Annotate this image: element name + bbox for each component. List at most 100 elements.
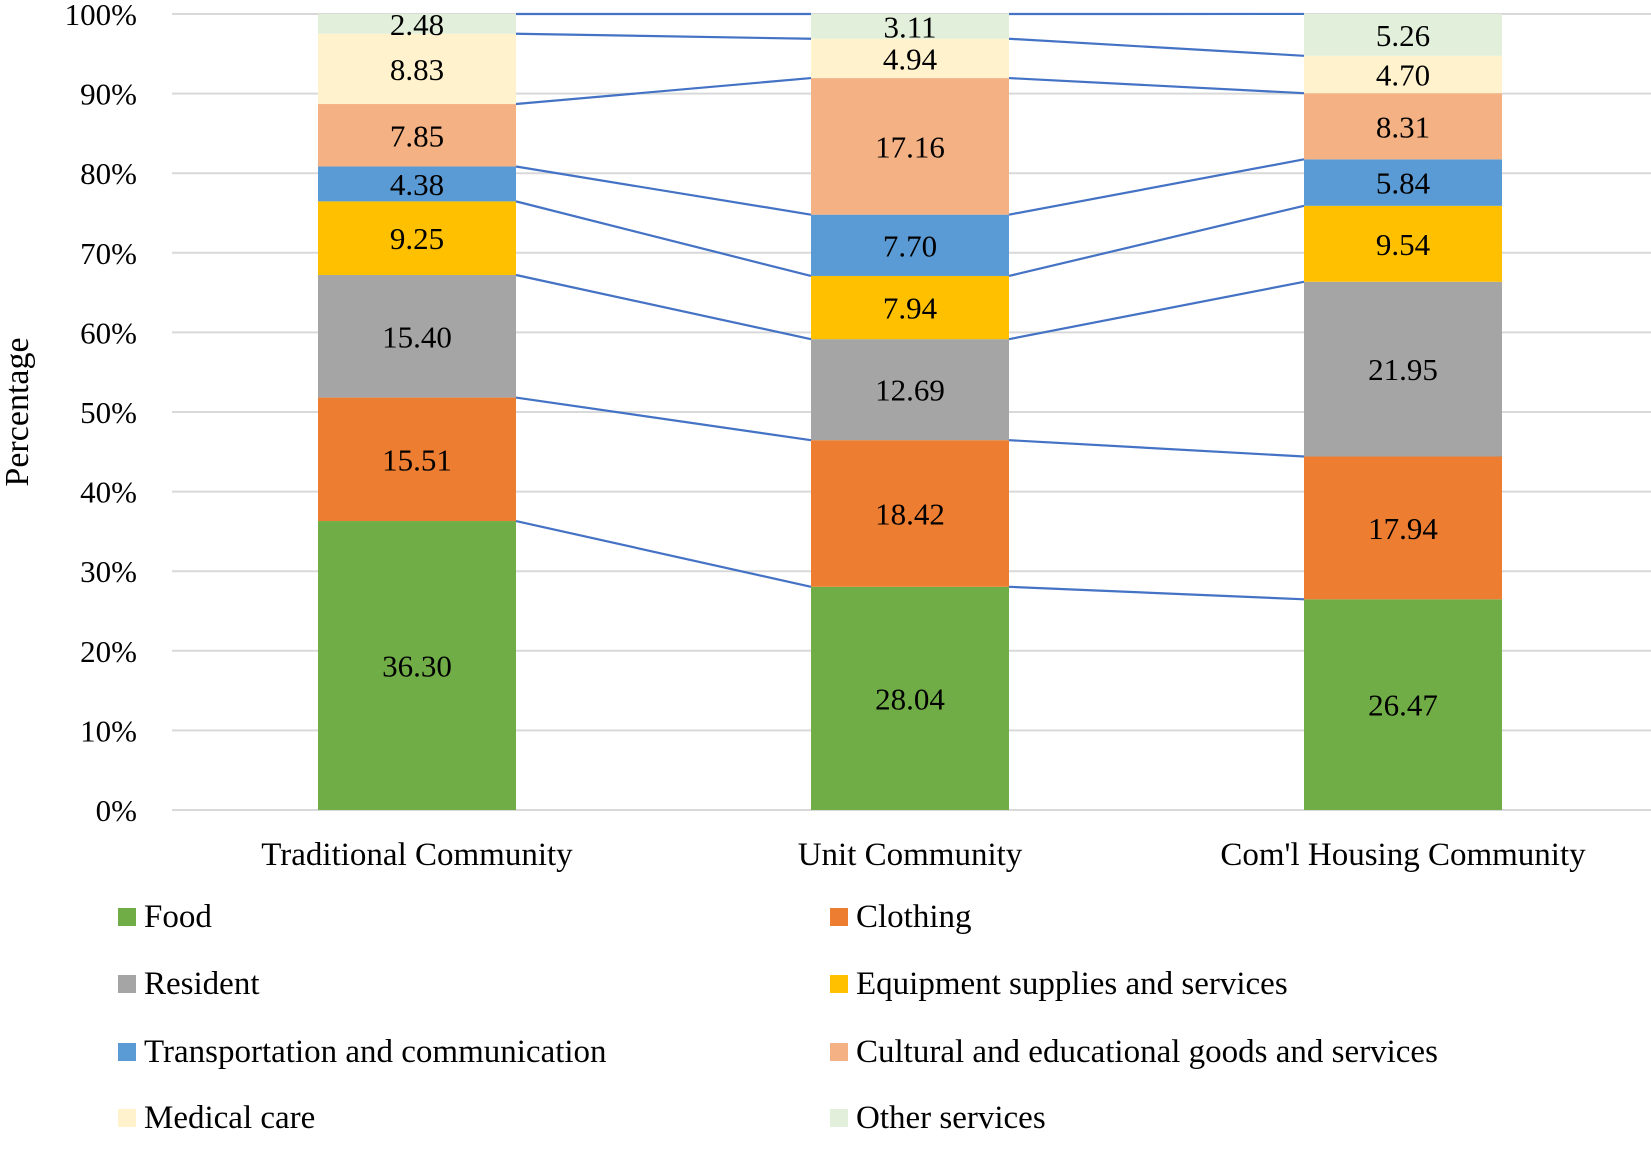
y-tick-label: 20% xyxy=(80,634,137,669)
series-line xyxy=(1008,76,1305,95)
legend-label: Clothing xyxy=(856,898,972,935)
bar-segment xyxy=(811,275,1009,340)
data-label: 4.70 xyxy=(1376,57,1430,92)
bar-segment xyxy=(1304,205,1502,282)
bar-segment xyxy=(318,521,516,810)
bar-segment xyxy=(811,440,1009,587)
series-line xyxy=(1008,439,1305,458)
bar-segment xyxy=(318,14,516,34)
y-tick-label: 100% xyxy=(65,0,137,32)
y-axis-ticks: 0% 10% 20% 30% 40% 50% 60% 70% 80% 90% 100% xyxy=(65,0,137,828)
data-label: 36.30 xyxy=(382,649,452,684)
bar-segment xyxy=(1304,93,1502,160)
legend-item: Clothing xyxy=(830,897,972,937)
bar-segment xyxy=(1304,159,1502,206)
data-label: 26.47 xyxy=(1368,688,1438,723)
data-label: 5.26 xyxy=(1376,18,1430,53)
bar-segment xyxy=(318,166,516,202)
bar-segment xyxy=(811,14,1009,39)
series-line xyxy=(515,273,812,341)
bars xyxy=(318,13,1502,810)
legend-swatch xyxy=(830,1109,848,1127)
data-label: 2.48 xyxy=(390,7,444,42)
legend-item: Other services xyxy=(830,1098,1046,1138)
bar-segment xyxy=(318,275,516,398)
data-label: 15.51 xyxy=(382,442,452,477)
series-line xyxy=(1008,204,1305,278)
data-label: 8.83 xyxy=(390,52,444,87)
data-label: 12.69 xyxy=(875,373,945,408)
series-line xyxy=(1008,37,1305,57)
data-label: 28.04 xyxy=(875,681,945,716)
bar-segment xyxy=(1304,55,1502,94)
series-line xyxy=(515,76,812,106)
legend-label: Resident xyxy=(144,965,260,1002)
data-label: 8.31 xyxy=(1376,109,1430,144)
legend-label: Equipment supplies and services xyxy=(856,965,1288,1002)
legend-swatch xyxy=(118,1109,136,1127)
legend-label: Cultural and educational goods and servi… xyxy=(856,1033,1438,1070)
legend-swatch xyxy=(830,975,848,993)
series-line xyxy=(1008,280,1305,341)
x-category-label: Com'l Housing Community xyxy=(1220,837,1586,873)
data-label: 21.95 xyxy=(1368,352,1438,387)
legend-item: Cultural and educational goods and servi… xyxy=(830,1032,1438,1072)
legend-label: Medical care xyxy=(144,1099,316,1136)
bar-segment xyxy=(1304,599,1502,810)
y-tick-label: 90% xyxy=(80,77,137,112)
legend-item: Medical care xyxy=(118,1098,315,1138)
data-label: 18.42 xyxy=(875,496,945,531)
series-line xyxy=(515,519,812,588)
data-labels: 36.30 15.51 15.40 9.25 4.38 7.85 8.83 2.48 28.04… xyxy=(382,7,1438,723)
y-tick-label: 40% xyxy=(80,475,137,510)
x-axis-categories: Traditional Community Unit Community Com'l… xyxy=(261,837,1586,873)
data-label: 4.38 xyxy=(390,167,444,202)
bar-segment xyxy=(318,33,516,105)
y-tick-label: 30% xyxy=(80,554,137,589)
bar-segment xyxy=(811,78,1009,215)
legend-swatch xyxy=(118,908,136,926)
series-line xyxy=(515,165,812,216)
legend-swatch xyxy=(830,1043,848,1061)
data-label: 9.25 xyxy=(390,221,444,256)
legend-label: Food xyxy=(144,898,212,935)
data-label: 7.94 xyxy=(883,291,938,326)
x-category-label: Unit Community xyxy=(798,837,1023,873)
bar-segment xyxy=(1304,281,1502,457)
legend-swatch xyxy=(830,908,848,926)
x-category-label: Traditional Community xyxy=(261,837,573,873)
data-label: 4.94 xyxy=(883,41,938,76)
series-line xyxy=(515,200,812,278)
data-label: 7.70 xyxy=(883,228,937,263)
legend-swatch xyxy=(118,1043,136,1061)
bar-segment xyxy=(318,397,516,522)
y-axis-title: Percentage xyxy=(0,337,36,486)
bar-segment xyxy=(811,214,1009,276)
y-tick-label: 60% xyxy=(80,315,137,350)
legend-item: Food xyxy=(118,897,212,937)
series-line xyxy=(1008,158,1305,216)
bar-segment xyxy=(1304,456,1502,600)
series-line xyxy=(515,32,812,40)
y-tick-label: 50% xyxy=(80,395,137,430)
data-label: 3.11 xyxy=(883,9,936,44)
legend-item: Transportation and communication xyxy=(118,1032,607,1072)
y-tick-label: 70% xyxy=(80,236,137,271)
data-label: 5.84 xyxy=(1376,166,1431,201)
legend-label: Transportation and communication xyxy=(144,1033,607,1070)
series-line xyxy=(1008,585,1305,601)
legend-label: Other services xyxy=(856,1099,1046,1136)
y-tick-label: 10% xyxy=(80,713,137,748)
series-lines xyxy=(515,12,1305,601)
bar-segment xyxy=(318,104,516,167)
y-tick-label: 0% xyxy=(96,793,137,828)
bar-segment xyxy=(811,339,1009,441)
legend-swatch xyxy=(118,975,136,993)
bar-segment xyxy=(318,201,516,276)
bar-segment xyxy=(1304,13,1502,56)
data-label: 17.94 xyxy=(1368,511,1438,546)
y-tick-label: 80% xyxy=(80,156,137,191)
data-label: 7.85 xyxy=(390,118,444,153)
legend-item: Resident xyxy=(118,964,259,1004)
